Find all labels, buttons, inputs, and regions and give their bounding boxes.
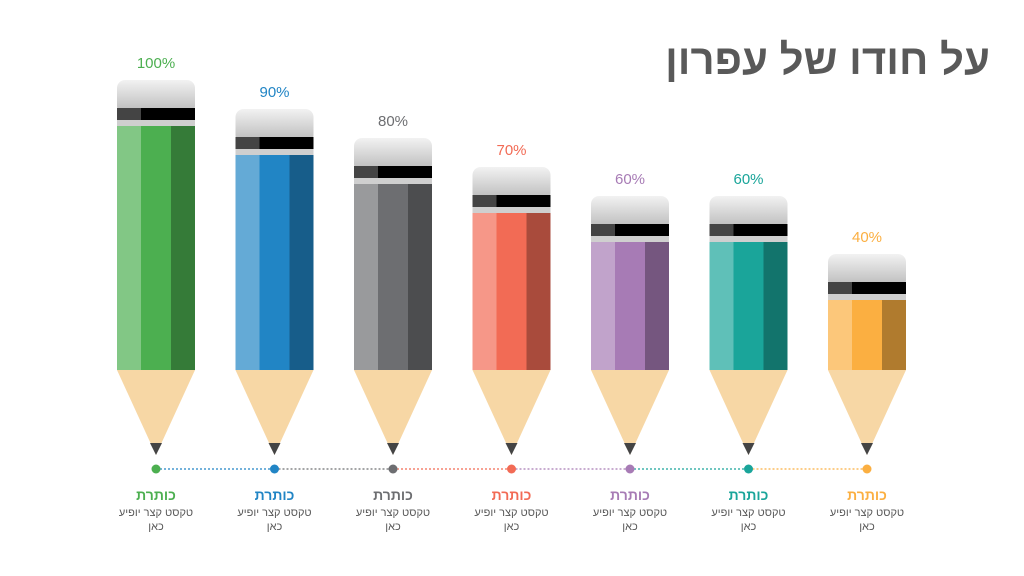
value-label: 40% [852,229,882,246]
band-light [591,236,669,242]
description: טקסט קצר יופיע כאן [474,507,549,533]
body-dark [763,242,788,370]
tip [709,370,788,455]
pencil [472,167,551,455]
dot [862,464,872,474]
category-label: כותרת [610,487,650,503]
tip [591,370,669,455]
dot [151,464,161,474]
eraser [591,196,669,230]
category-label: כותרת [254,487,295,503]
lead [861,443,873,455]
value-label: 100% [137,55,175,72]
body-light [235,155,260,370]
dot [744,464,753,474]
body-light [472,213,497,370]
category-label: כותרת [847,487,887,503]
tip [117,370,195,455]
pencil [235,109,314,455]
body-light [117,126,141,370]
value-label: 70% [496,142,526,159]
eraser [354,138,432,172]
body-light [591,242,615,370]
tip [472,370,551,455]
lead [150,443,162,455]
category-label: כותרת [373,487,413,503]
eraser [828,254,906,288]
band-light [117,120,195,126]
description: טקסט קצר יופיע כאן [829,507,905,533]
band-light [709,236,788,242]
band-left [472,195,497,207]
band-light [828,294,906,300]
value-label: 60% [615,171,645,188]
band-left [828,282,852,294]
lead [742,443,755,455]
value-label: 90% [259,84,289,101]
band-left [117,108,141,120]
pencil [591,196,669,455]
description: טקסט קצר יופיע כאן [711,507,786,533]
band-light [472,207,551,213]
description: טקסט קצר יופיע כאן [237,507,312,533]
tip [354,370,432,455]
body-mid [259,155,290,370]
body-light [354,184,378,370]
band-light [354,178,432,184]
dot [388,464,398,474]
pencil [117,80,195,455]
pencil [709,196,788,455]
lead [505,443,518,455]
eraser [235,109,314,143]
body-mid [496,213,527,370]
category-label: כותרת [491,487,532,503]
body-mid [733,242,764,370]
band-light [235,149,314,155]
eraser [472,167,551,201]
body-mid [615,242,645,370]
chart-title: על חודו של עפרון [665,36,990,83]
eraser [117,80,195,114]
description: טקסט קצר יופיע כאן [118,507,194,533]
value-label: 80% [378,113,408,130]
lead [624,443,636,455]
lead [387,443,399,455]
pencil [354,138,432,455]
body-dark [289,155,314,370]
pencil [828,254,906,455]
body-dark [171,126,195,370]
body-dark [408,184,432,370]
category-label: כותרת [136,487,176,503]
band-left [591,224,615,236]
tip [235,370,314,455]
dot [507,464,516,474]
description: טקסט קצר יופיע כאן [355,507,431,533]
body-mid [378,184,408,370]
category-label: כותרת [728,487,769,503]
description: טקסט קצר יופיע כאן [592,507,668,533]
lead [268,443,281,455]
body-dark [882,300,906,370]
body-dark [645,242,669,370]
body-dark [526,213,551,370]
eraser [709,196,788,230]
value-label: 60% [733,171,763,188]
body-light [709,242,734,370]
band-left [354,166,378,178]
band-left [235,137,260,149]
body-mid [852,300,882,370]
dot [625,464,635,474]
band-left [709,224,734,236]
body-mid [141,126,171,370]
body-light [828,300,852,370]
dot [270,464,279,474]
tip [828,370,906,455]
